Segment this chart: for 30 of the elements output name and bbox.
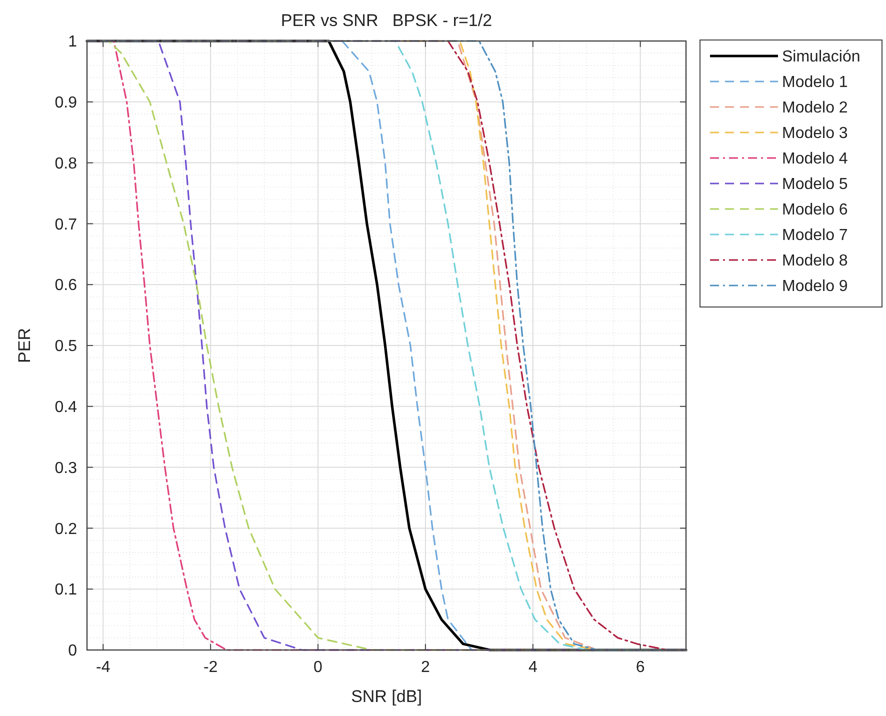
legend-label: Modelo 8 (782, 252, 848, 270)
x-tick-label: -4 (96, 659, 110, 676)
x-tick-label: -2 (203, 659, 218, 676)
chart-title: PER vs SNR BPSK - r=1/2 (280, 11, 492, 30)
legend-label: Modelo 7 (782, 227, 848, 244)
y-tick-label: 1 (68, 34, 78, 51)
x-tick-label: 6 (636, 659, 645, 676)
y-tick-label: 0 (68, 642, 78, 660)
y-tick-label: 0.9 (54, 94, 78, 112)
legend-label: Modelo 1 (782, 74, 848, 92)
legend-label: Modelo 3 (782, 125, 848, 142)
y-tick-label: 0.5 (54, 338, 78, 356)
y-tick-label: 0.2 (54, 520, 78, 538)
x-axis-title: SNR [dB] (351, 687, 422, 706)
x-tick-label: 2 (420, 659, 430, 676)
x-tick-label: 4 (528, 659, 538, 676)
y-axis-title: PER (15, 328, 34, 363)
legend-label: Modelo 5 (782, 176, 848, 194)
y-tick-label: 0.7 (54, 216, 78, 234)
y-tick-label: 0.3 (54, 460, 78, 477)
y-tick-label: 0.6 (54, 277, 78, 294)
x-tick-label: 0 (314, 659, 323, 676)
legend-label: Modelo 4 (782, 150, 848, 168)
y-tick-label: 0.4 (54, 399, 78, 416)
legend-label: Modelo 6 (782, 202, 848, 219)
y-tick-label: 0.1 (54, 582, 78, 599)
legend-label: Modelo 9 (782, 278, 848, 296)
y-tick-label: 0.8 (54, 155, 78, 172)
legend-label: Modelo 2 (782, 100, 848, 117)
legend-label: Simulación (782, 48, 860, 66)
